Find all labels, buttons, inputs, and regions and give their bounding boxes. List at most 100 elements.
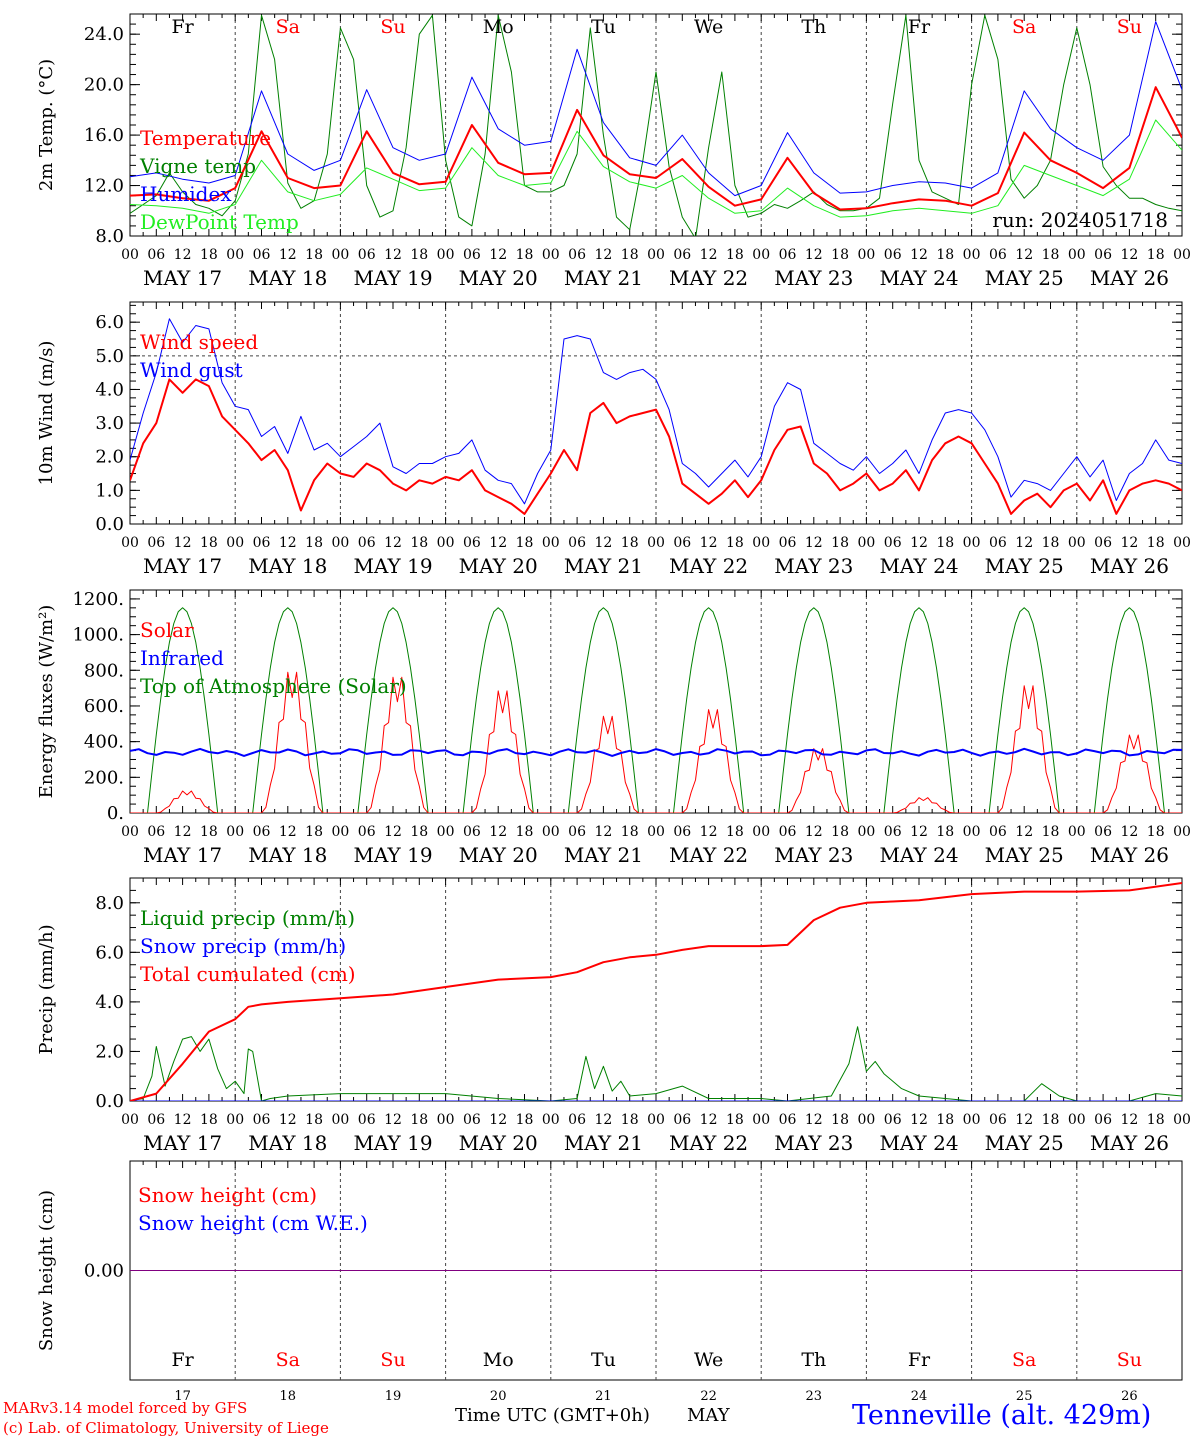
x-hour-label: 06	[147, 824, 165, 840]
x-date-label: MAY 26	[1090, 1131, 1169, 1155]
x-hour-label: 12	[489, 247, 507, 263]
x-hour-label: 12	[594, 535, 612, 551]
x-hour-label: 18	[936, 1112, 954, 1128]
x-hour-label: 00	[226, 247, 244, 263]
x-date-label: MAY 19	[353, 266, 432, 290]
weekday-label: Fr	[908, 1349, 931, 1371]
x-hour-label: 12	[384, 535, 402, 551]
x-hour-label: 18	[516, 535, 534, 551]
x-hour-label: 00	[331, 535, 349, 551]
y-tick-label: 16.0	[84, 125, 124, 146]
legend-entry: Snow height (cm W.E.)	[138, 1211, 368, 1235]
x-hour-label: 12	[805, 1112, 823, 1128]
day-number-label: 21	[595, 1389, 612, 1404]
x-hour-label: 12	[594, 824, 612, 840]
x-date-label: MAY 19	[353, 843, 432, 867]
x-hour-label: 00	[857, 824, 875, 840]
x-hour-label: 12	[910, 535, 928, 551]
y-tick-label: 2.0	[95, 1041, 124, 1062]
x-date-label: MAY 17	[143, 1131, 222, 1155]
x-date-label: MAY 21	[564, 266, 643, 290]
x-hour-label: 00	[1068, 535, 1086, 551]
x-hour-label: 06	[147, 535, 165, 551]
x-hour-label: 12	[489, 824, 507, 840]
weekday-label: Mo	[483, 1349, 514, 1371]
y-tick-label: 8.0	[95, 226, 124, 247]
x-hour-label: 06	[884, 824, 902, 840]
x-hour-label: 18	[936, 824, 954, 840]
y-axis-label: 2m Temp. (°C)	[36, 59, 57, 191]
x-hour-label: 00	[963, 1112, 981, 1128]
panel-snow: 0.00 Snow height (cm) Snow height (cm) Snow…	[36, 1160, 1183, 1404]
x-hour-label: 00	[857, 535, 875, 551]
x-hour-label: 06	[989, 1112, 1007, 1128]
x-hour-label: 18	[1147, 1112, 1165, 1128]
x-hour-label: 00	[226, 535, 244, 551]
x-hour-label: 00	[331, 1112, 349, 1128]
x-hour-label: 12	[174, 535, 192, 551]
x-hour-label: 00	[331, 247, 349, 263]
series-line-infrared	[130, 747, 1182, 757]
x-hour-label: 12	[805, 535, 823, 551]
x-hour-label: 18	[200, 535, 218, 551]
y-tick-label: 5.0	[95, 346, 124, 367]
plot-frame	[129, 589, 1183, 814]
x-hour-label: 00	[437, 1112, 455, 1128]
x-hour-label: 06	[253, 247, 271, 263]
y-axis-label: 10m Wind (m/s)	[36, 341, 57, 486]
x-hour-label: 00	[857, 1112, 875, 1128]
x-hour-label: 12	[279, 824, 297, 840]
y-tick-label: 600.	[84, 696, 124, 717]
legend-entry: Temperature	[140, 126, 271, 150]
x-hour-label: 00	[226, 824, 244, 840]
x-hour-label: 00	[1173, 247, 1191, 263]
x-hour-label: 06	[779, 535, 797, 551]
x-hour-label: 06	[463, 824, 481, 840]
x-hour-label: 18	[305, 535, 323, 551]
x-hour-label: 06	[253, 824, 271, 840]
legend-entry: Top of Atmosphere (Solar)	[140, 674, 407, 698]
x-date-label: MAY 26	[1090, 266, 1169, 290]
x-hour-label: 00	[437, 535, 455, 551]
x-hour-label: 18	[831, 535, 849, 551]
x-hour-label: 18	[831, 247, 849, 263]
x-hour-label: 06	[463, 535, 481, 551]
x-date-label: MAY 23	[774, 843, 853, 867]
weekday-label: Sa	[1012, 16, 1036, 38]
x-date-label: MAY 25	[985, 554, 1064, 578]
x-hour-label: 12	[805, 824, 823, 840]
credit-line-1: MARv3.14 model forced by GFS	[3, 1399, 248, 1417]
weekday-label: Th	[801, 1349, 826, 1371]
station-name: Tenneville (alt. 429m)	[852, 1400, 1152, 1431]
weekday-label: Mo	[483, 16, 514, 38]
x-hour-label: 12	[700, 535, 718, 551]
x-hour-label: 12	[489, 1112, 507, 1128]
legend-entry: Solar	[140, 618, 194, 642]
series-line-wind-gust	[130, 318, 1182, 505]
credit-line-2: (c) Lab. of Climatology, University of L…	[3, 1419, 329, 1437]
y-tick-label: 0.	[107, 803, 124, 824]
y-tick-label: 1200.	[72, 589, 124, 610]
xaxis-month: MAY	[687, 1405, 730, 1426]
x-hour-label: 06	[568, 824, 586, 840]
x-hour-label: 06	[147, 247, 165, 263]
x-hour-label: 06	[147, 1112, 165, 1128]
x-hour-label: 12	[279, 535, 297, 551]
x-hour-label: 12	[910, 824, 928, 840]
x-hour-label: 00	[542, 824, 560, 840]
x-hour-label: 18	[516, 824, 534, 840]
x-hour-label: 00	[1173, 824, 1191, 840]
x-hour-label: 00	[752, 535, 770, 551]
x-hour-label: 06	[463, 1112, 481, 1128]
x-hour-label: 18	[200, 1112, 218, 1128]
x-hour-label: 06	[358, 1112, 376, 1128]
x-hour-label: 18	[1147, 535, 1165, 551]
x-hour-label: 12	[700, 247, 718, 263]
x-hour-label: 06	[358, 535, 376, 551]
weekday-label: Tu	[591, 1349, 616, 1371]
x-date-label: MAY 19	[353, 1131, 432, 1155]
x-hour-label: 00	[963, 824, 981, 840]
y-tick-label: 20.0	[84, 75, 124, 96]
x-date-label: MAY 25	[985, 266, 1064, 290]
